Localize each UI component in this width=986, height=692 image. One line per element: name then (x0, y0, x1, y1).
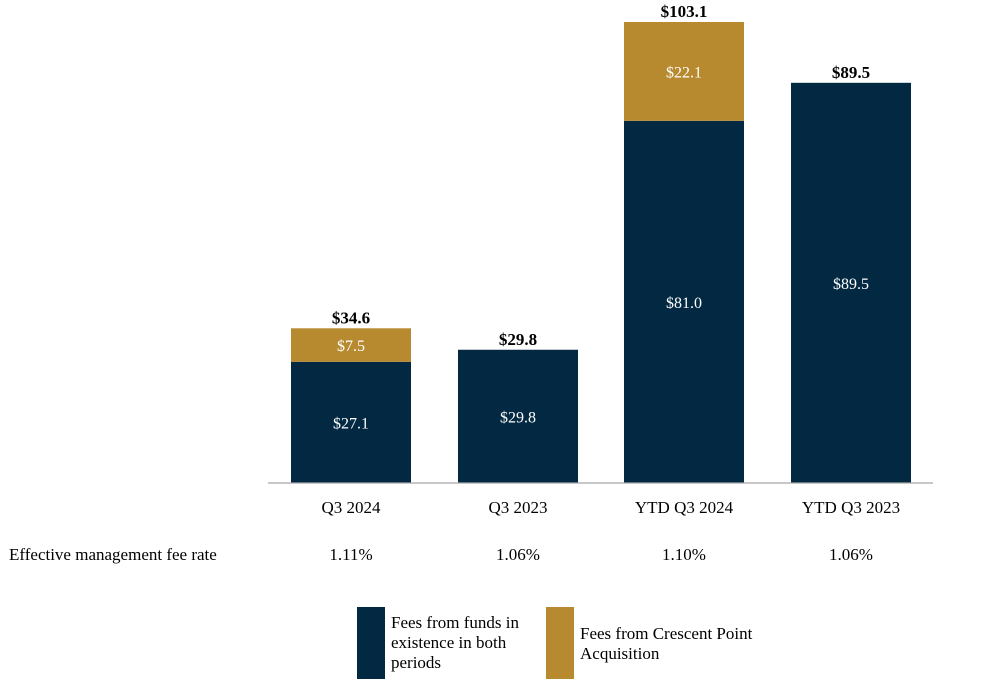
bar-value-label: $89.5 (833, 276, 869, 293)
bar-segment-base-2 (458, 349, 578, 483)
bar-segment-acquisition-1 (291, 328, 411, 362)
legend-swatch-base (357, 607, 385, 679)
stacked-bar-chart: $27.1 $7.5 $34.6 Q3 2024 $29.8 $29.8 Q3 2023 $8… (9, 2, 933, 564)
category-label: Q3 2024 (321, 498, 381, 517)
rate-row-title: Effective management fee rate (9, 545, 217, 564)
fee-rate-value: 1.06% (496, 545, 540, 564)
bar-total-label: $34.6 (332, 308, 370, 327)
category-label: YTD Q3 2023 (802, 498, 900, 517)
bar-segment-base-1 (291, 361, 411, 483)
bar-segment-base-4 (791, 82, 911, 484)
labels-group: $27.1 $7.5 $34.6 Q3 2024 $29.8 $29.8 Q3 2023 $8… (321, 2, 900, 517)
bar-value-label: $7.5 (337, 338, 365, 355)
rate-row: 1.11% 1.06% 1.10% 1.06% (329, 545, 873, 564)
bar-segment-acquisition-3 (624, 22, 744, 121)
bar-total-label: $29.8 (499, 330, 537, 349)
legend-label-base: Fees from funds in existence in both per… (391, 613, 519, 672)
legend-swatch-acquisition (546, 607, 574, 679)
legend-label-acquisition: Fees from Crescent Point Acquisition (580, 624, 753, 663)
bar-value-label: $81.0 (666, 295, 702, 312)
bar-total-label: $103.1 (661, 2, 708, 21)
fee-rate-value: 1.11% (329, 545, 372, 564)
category-label: YTD Q3 2024 (635, 498, 734, 517)
bar-value-label: $22.1 (666, 64, 702, 81)
bar-total-label: $89.5 (832, 63, 870, 82)
bar-segment-base-3 (624, 120, 744, 483)
bar-value-label: $29.8 (500, 409, 536, 426)
category-label: Q3 2023 (488, 498, 547, 517)
fee-rate-value: 1.10% (662, 545, 706, 564)
bars-group (291, 22, 911, 484)
legend-item-base-fees: Fees from funds in existence in both per… (357, 607, 536, 679)
fee-rate-value: 1.06% (829, 545, 873, 564)
legend-item-acquisition-fees: Fees from Crescent Point Acquisition (546, 607, 780, 679)
bar-value-label: $27.1 (333, 415, 369, 432)
